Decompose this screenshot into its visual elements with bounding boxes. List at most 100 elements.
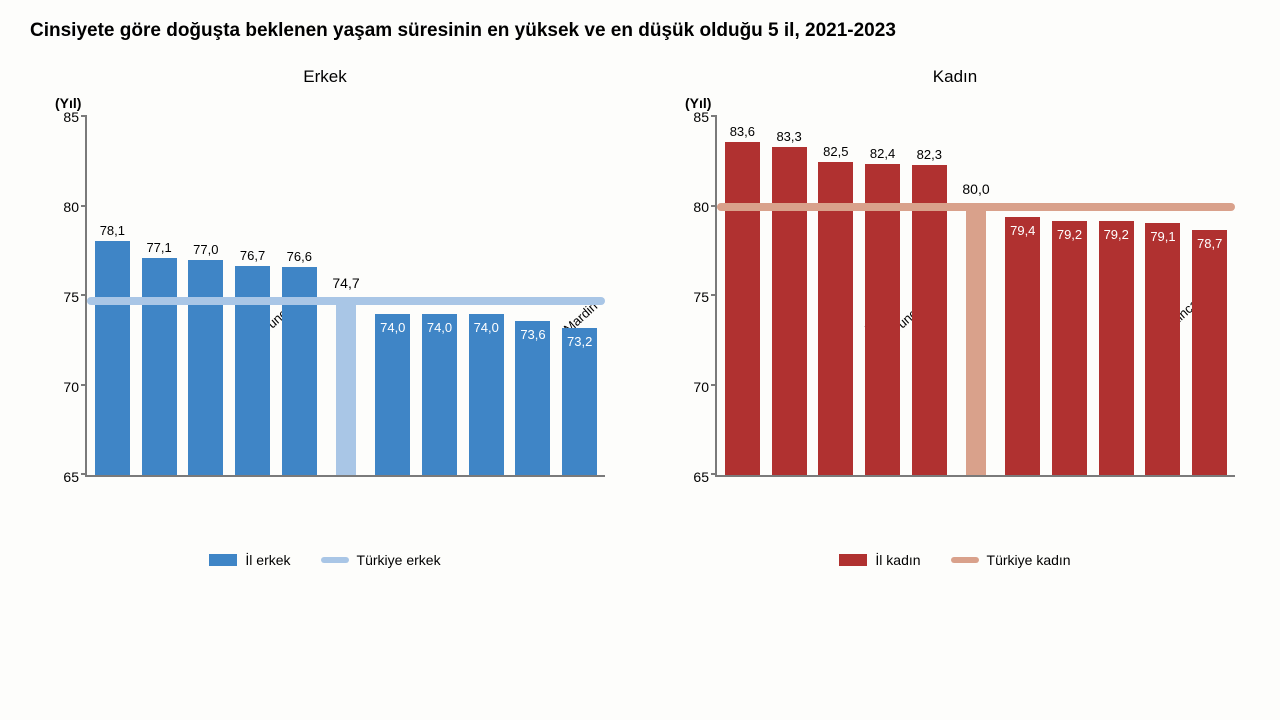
chart-panel-1: Kadın(Yıl)657075808583,683,382,582,482,3…: [660, 67, 1250, 568]
legend-swatch: [951, 557, 979, 563]
legend: İl erkek Türkiye erkek: [45, 552, 605, 568]
y-tick: 70: [63, 379, 79, 395]
plot-area: 78,1 77,1 77,0 76,7 76,6 74,0 74,0 74,0 73,6 73,2…: [85, 117, 605, 477]
y-grid-tick: [711, 473, 717, 475]
bar: 74,0: [422, 314, 457, 475]
bar-slot: 79,2: [1096, 117, 1137, 475]
legend-item-ref: Türkiye erkek: [321, 552, 441, 568]
y-grid-tick: [81, 294, 87, 296]
bar: 83,3: [772, 147, 807, 475]
chart-wrap: (Yıl)657075808578,177,177,076,776,674,07…: [45, 117, 605, 568]
bar-value-label: 74,0: [427, 320, 452, 335]
legend-label: İl erkek: [245, 552, 290, 568]
bar: 79,2: [1052, 221, 1087, 475]
bar-value-label: 83,6: [730, 124, 755, 139]
bar-slot: 73,6: [513, 117, 554, 475]
bar-value-label: 78,7: [1197, 236, 1222, 251]
y-tick: 65: [693, 469, 709, 485]
x-labels: TunceliMardinBingölErzincanBoluTürkiyeAd…: [85, 477, 605, 537]
bar-slot: [956, 117, 997, 475]
bar-value-label: 79,2: [1057, 227, 1082, 242]
y-tick: 85: [693, 109, 709, 125]
x-labels: TunceliŞırnakMuğlaGiresunRizeTürkiyeAğrı…: [715, 477, 1235, 537]
bar-value-label: 77,1: [146, 240, 171, 255]
bar-value-label: 73,2: [567, 334, 592, 349]
y-tick: 70: [693, 379, 709, 395]
charts-row: Erkek(Yıl)657075808578,177,177,076,776,6…: [30, 67, 1250, 568]
plot-area: 83,6 83,3 82,5 82,4 82,3 79,4 79,2 79,2 79,1 78,7…: [715, 117, 1235, 477]
bar-value-label: 79,4: [1010, 223, 1035, 238]
y-axis: 6570758085: [675, 117, 715, 477]
chart-wrap: (Yıl)657075808583,683,382,582,482,379,47…: [675, 117, 1235, 568]
bar-value-label: 77,0: [193, 242, 218, 257]
bar-slot: 77,0: [185, 117, 226, 475]
bar: 78,1: [95, 241, 130, 475]
chart-subtitle: Erkek: [303, 67, 346, 87]
bar-slot: 74,0: [372, 117, 413, 475]
bar-value-label: 83,3: [776, 129, 801, 144]
y-tick: 85: [63, 109, 79, 125]
bar: 79,4: [1005, 217, 1040, 475]
bar-slot: 74,0: [419, 117, 460, 475]
bar: 82,3: [912, 165, 947, 475]
legend-label: İl kadın: [875, 552, 920, 568]
bar: 73,6: [515, 321, 550, 475]
bar: 78,7: [1192, 230, 1227, 475]
reference-bar: [966, 207, 986, 476]
reference-line: [87, 297, 605, 305]
bar-value-label: 82,5: [823, 144, 848, 159]
bar: 74,0: [375, 314, 410, 475]
bar-slot: 76,7: [232, 117, 273, 475]
bar-slot: 82,3: [909, 117, 950, 475]
bar: 77,1: [142, 258, 177, 475]
chart-subtitle: Kadın: [933, 67, 977, 87]
reference-label: 80,0: [962, 181, 989, 197]
bar-slot: 79,1: [1143, 117, 1184, 475]
bar-value-label: 78,1: [100, 223, 125, 238]
y-tick: 75: [693, 289, 709, 305]
legend-label: Türkiye kadın: [987, 552, 1071, 568]
y-tick: 65: [63, 469, 79, 485]
legend-swatch: [839, 554, 867, 566]
y-grid-tick: [81, 205, 87, 207]
bar-slot: 78,1: [92, 117, 133, 475]
bar-value-label: 82,3: [917, 147, 942, 162]
bar-value-label: 79,1: [1150, 229, 1175, 244]
bar-slot: 83,3: [769, 117, 810, 475]
bar-slot: 78,7: [1189, 117, 1230, 475]
reference-label: 74,7: [332, 275, 359, 291]
bar-slot: [326, 117, 367, 475]
bar-value-label: 74,0: [474, 320, 499, 335]
bar-slot: 82,5: [815, 117, 856, 475]
bar-value-label: 74,0: [380, 320, 405, 335]
bars: 78,1 77,1 77,0 76,7 76,6 74,0 74,0 74,0 73,6 73,2: [92, 117, 600, 475]
y-axis: 6570758085: [45, 117, 85, 477]
bar-value-label: 76,7: [240, 248, 265, 263]
bars: 83,6 83,3 82,5 82,4 82,3 79,4 79,2 79,2 79,1 78,7: [722, 117, 1230, 475]
bar-slot: 83,6: [722, 117, 763, 475]
bar-value-label: 82,4: [870, 146, 895, 161]
bar-slot: 79,4: [1002, 117, 1043, 475]
bar-slot: 82,4: [862, 117, 903, 475]
legend-item-bar: İl erkek: [209, 552, 290, 568]
y-grid-tick: [81, 473, 87, 475]
bar-value-label: 76,6: [287, 249, 312, 264]
bar: 73,2: [562, 328, 597, 475]
y-grid-tick: [81, 384, 87, 386]
bar-value-label: 73,6: [520, 327, 545, 342]
bar-slot: 73,2: [559, 117, 600, 475]
bar-slot: 76,6: [279, 117, 320, 475]
y-tick: 80: [63, 199, 79, 215]
bar: 77,0: [188, 260, 223, 475]
legend-swatch: [321, 557, 349, 563]
bar: 83,6: [725, 142, 760, 475]
bar-value-label: 79,2: [1104, 227, 1129, 242]
legend: İl kadın Türkiye kadın: [675, 552, 1235, 568]
main-title: Cinsiyete göre doğuşta beklenen yaşam sü…: [30, 20, 1250, 42]
plot: 6570758085 78,1 77,1 77,0 76,7 76,6 74,0 74,0 74…: [45, 117, 605, 477]
reference-line: [717, 203, 1235, 211]
y-grid-tick: [711, 115, 717, 117]
plot: 657075808583,683,382,582,482,379,479,279…: [675, 117, 1235, 477]
legend-label: Türkiye erkek: [357, 552, 441, 568]
y-tick: 80: [693, 199, 709, 215]
